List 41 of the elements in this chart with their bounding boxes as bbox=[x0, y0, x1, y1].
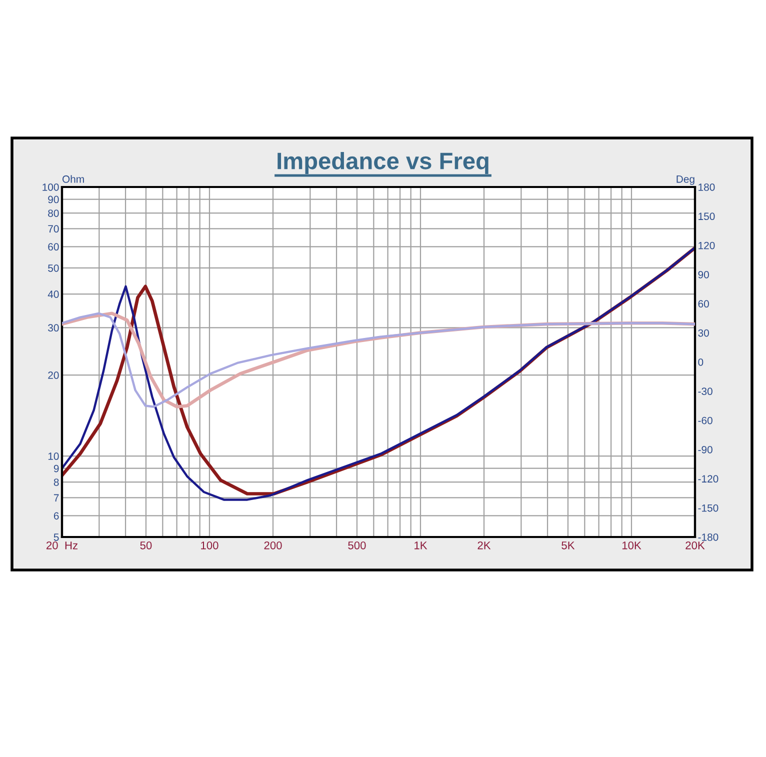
x-tick-label: 200 bbox=[264, 541, 282, 550]
x-tick-label: 500 bbox=[348, 541, 366, 550]
y-tick-label: 40 bbox=[48, 290, 59, 298]
y2-tick-label: -180 bbox=[698, 534, 718, 541]
y2-tick-label: -150 bbox=[698, 504, 718, 512]
y-tick-label: 7 bbox=[54, 494, 59, 502]
y-tick-label: 50 bbox=[48, 264, 59, 272]
y-tick-label: 5 bbox=[54, 534, 59, 541]
y2-tick-label: 90 bbox=[698, 271, 709, 278]
y2-tick-label: 150 bbox=[698, 212, 715, 220]
y2-tick-label: 180 bbox=[698, 184, 715, 191]
x-tick-label: 20K bbox=[686, 541, 705, 550]
y-tick-label: 100 bbox=[42, 184, 59, 191]
y2-axis-title: Deg bbox=[676, 176, 694, 185]
y2-tick-label: 0 bbox=[698, 358, 704, 366]
y-tick-label: 20 bbox=[48, 372, 59, 379]
y2-tick-label: 120 bbox=[698, 242, 715, 250]
x-tick-label: 5K bbox=[562, 542, 575, 550]
y-tick-label: 60 bbox=[48, 243, 59, 251]
y-tick-label: 6 bbox=[54, 512, 59, 520]
y2-tick-label: -120 bbox=[698, 475, 718, 483]
chart-title: Impedance vs Freq bbox=[278, 152, 488, 174]
y-axis-title: Ohm bbox=[62, 175, 84, 183]
x-tick-label: 50 bbox=[140, 541, 152, 550]
x-tick-label: 100 bbox=[201, 541, 218, 550]
y-tick-label: 10 bbox=[48, 452, 59, 460]
y2-tick-label: -60 bbox=[698, 416, 712, 424]
y-tick-label: 70 bbox=[48, 225, 59, 233]
x-tick-label: 20 Hz bbox=[46, 541, 78, 550]
y2-tick-label: 60 bbox=[698, 300, 709, 308]
x-tick-label: 1K bbox=[414, 542, 428, 550]
y-tick-label: 30 bbox=[48, 324, 59, 332]
y-tick-label: 8 bbox=[54, 478, 59, 486]
y2-tick-label: -90 bbox=[698, 446, 712, 454]
y2-tick-label: 30 bbox=[698, 329, 709, 337]
y-tick-label: 80 bbox=[48, 210, 59, 217]
y-tick-label: 90 bbox=[48, 196, 59, 204]
y2-tick-label: -30 bbox=[698, 388, 712, 396]
x-tick-label: 10K bbox=[622, 541, 642, 550]
y-tick-label: 9 bbox=[54, 464, 59, 472]
x-tick-label: 2K bbox=[478, 541, 491, 550]
